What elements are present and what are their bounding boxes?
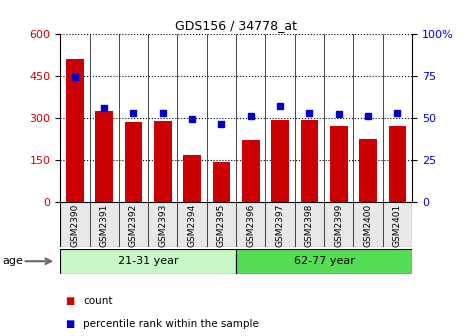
Bar xyxy=(295,202,324,247)
Text: 62-77 year: 62-77 year xyxy=(294,256,355,266)
Bar xyxy=(207,202,236,247)
Text: GSM2397: GSM2397 xyxy=(275,204,285,247)
Text: GSM2399: GSM2399 xyxy=(334,204,343,247)
Bar xyxy=(242,140,260,202)
Bar xyxy=(177,202,207,247)
Bar xyxy=(353,202,383,247)
Bar xyxy=(271,120,289,202)
Bar xyxy=(324,202,353,247)
Text: count: count xyxy=(83,296,113,306)
Text: GSM2401: GSM2401 xyxy=(393,204,402,247)
Bar xyxy=(265,202,295,247)
Text: GSM2400: GSM2400 xyxy=(363,204,373,247)
Text: GSM2394: GSM2394 xyxy=(188,204,197,247)
Bar xyxy=(119,202,148,247)
Text: GSM2390: GSM2390 xyxy=(70,204,79,247)
Bar xyxy=(183,155,201,202)
Text: 21-31 year: 21-31 year xyxy=(118,256,178,266)
Bar xyxy=(383,202,412,247)
Bar xyxy=(66,59,84,202)
Text: GSM2391: GSM2391 xyxy=(100,204,109,247)
Bar xyxy=(213,162,230,202)
Text: ■: ■ xyxy=(65,319,74,329)
Text: GSM2395: GSM2395 xyxy=(217,204,226,247)
Text: GSM2392: GSM2392 xyxy=(129,204,138,247)
Bar xyxy=(236,202,265,247)
Bar xyxy=(148,202,177,247)
Text: percentile rank within the sample: percentile rank within the sample xyxy=(83,319,259,329)
Bar xyxy=(95,111,113,202)
Bar xyxy=(154,121,172,202)
Text: GSM2396: GSM2396 xyxy=(246,204,255,247)
Bar xyxy=(125,122,142,202)
Bar xyxy=(330,126,348,202)
Bar xyxy=(236,249,412,274)
Text: age: age xyxy=(2,256,23,266)
Bar xyxy=(388,126,406,202)
Bar xyxy=(89,202,119,247)
Text: ■: ■ xyxy=(65,296,74,306)
Bar xyxy=(60,202,89,247)
Bar xyxy=(359,138,377,202)
Bar xyxy=(60,249,236,274)
Text: GSM2398: GSM2398 xyxy=(305,204,314,247)
Bar xyxy=(300,120,318,202)
Title: GDS156 / 34778_at: GDS156 / 34778_at xyxy=(175,19,297,33)
Text: GSM2393: GSM2393 xyxy=(158,204,167,247)
